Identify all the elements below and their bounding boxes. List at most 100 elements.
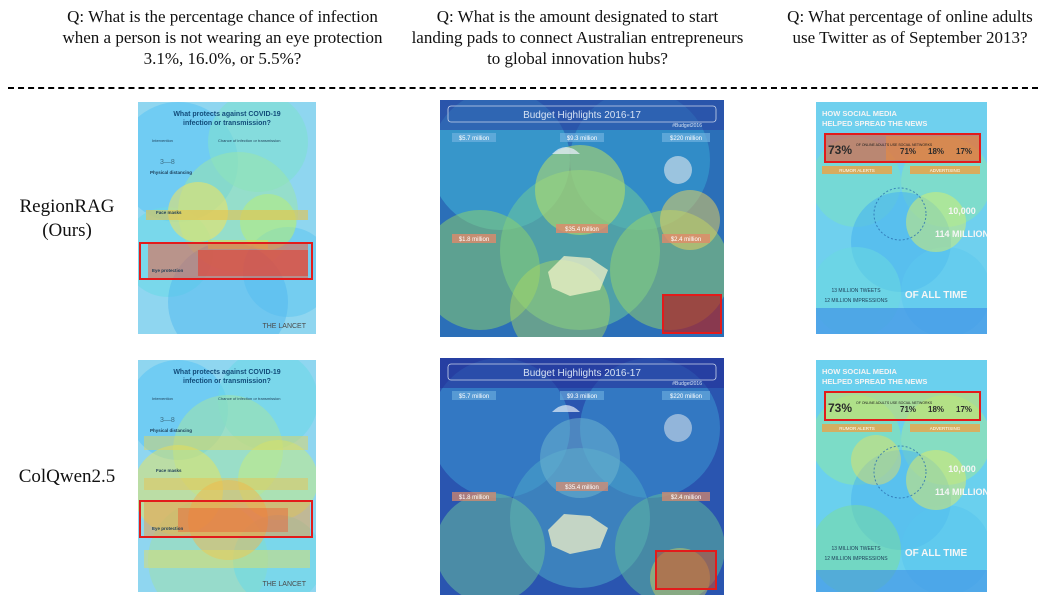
budget-amount-tag <box>662 133 710 142</box>
covid-title-line2: infection or transmission? <box>183 378 271 385</box>
social-section-right: ADVERTISING <box>930 168 961 173</box>
social-section-left: RUMOR ALERTS <box>839 426 874 431</box>
budget-amount-1: $5.7 million <box>459 136 489 142</box>
heatmap-hot-region <box>664 296 720 332</box>
social-section-tag <box>910 424 980 432</box>
budget-title-frame <box>447 105 717 123</box>
budget-title: Budget Highlights 2016-17 <box>523 110 641 121</box>
heatmap-covid-colqwen-svg: What protects against COVID-19 infection… <box>138 360 316 592</box>
heatmap-row-band <box>144 550 310 568</box>
heatmap-hot-region <box>656 552 716 588</box>
covid-row-masks: Face masks <box>156 468 182 473</box>
budget-amount-2: $9.3 million <box>567 394 597 400</box>
social-big-number: 10,000 <box>948 464 976 474</box>
budget-amount-tag <box>452 391 496 400</box>
social-impressions: 12 MILLION IMPRESSIONS <box>824 556 888 562</box>
row-label-regionrag: RegionRAG (Ours) <box>2 195 132 243</box>
social-all-time: OF ALL TIME <box>905 290 968 301</box>
heatmap-blob <box>906 450 966 510</box>
heatmap-covid-regionrag-svg: What protects against COVID-19 infection… <box>138 102 316 334</box>
heatmap-row-band <box>144 478 308 490</box>
highlight-box <box>662 294 722 334</box>
social-stat-b: 71% <box>900 147 916 156</box>
heatmap-blob <box>440 493 545 595</box>
social-stat-b: 71% <box>900 405 916 414</box>
heatmap-hot-core <box>198 250 308 276</box>
dash-dot-divider <box>8 87 1038 89</box>
social-stat-main-caption: OF ONLINE ADULTS USE SOCIAL NETWORKS <box>856 401 933 405</box>
budget-amount-1: $5.7 million <box>459 394 489 400</box>
question-2: Q: What is the amount designated to star… <box>411 7 744 68</box>
heatmap-hot-region <box>144 502 310 536</box>
question-3: Q: What percentage of online adults use … <box>787 7 1033 47</box>
budget-amount-tag <box>560 133 604 142</box>
covid-publisher: THE LANCET <box>262 581 306 588</box>
globe-icon <box>873 187 927 241</box>
covid-row-distancing: Physical distancing <box>150 428 192 433</box>
australia-map-icon <box>548 256 608 296</box>
heatmap-covid-regionrag: What protects against COVID-19 infection… <box>138 102 316 334</box>
question-1: Q: What is the percentage chance of infe… <box>62 7 383 68</box>
covid-distance-marker: 3—8 <box>160 159 175 166</box>
covid-col-intervention: Intervention <box>152 396 173 401</box>
highlight-box <box>139 242 313 280</box>
heatmap-blob <box>906 192 966 252</box>
social-title-line1: HOW SOCIAL MEDIA <box>822 367 897 376</box>
social-section-tag <box>910 166 980 174</box>
globe-icon <box>873 445 927 499</box>
budget-amount-tag <box>452 492 496 501</box>
budget-amount-tag <box>662 234 710 243</box>
social-tweets: 13 MILLION TWEETS <box>831 546 881 552</box>
budget-amount-6: $2.4 million <box>671 237 701 243</box>
highlight-box <box>139 500 313 538</box>
heatmap-budget-regionrag: Budget Highlights 2016-17 #Budget2016 $5… <box>440 100 724 337</box>
heatmap-social-colqwen: HOW SOCIAL MEDIA HELPED SPREAD THE NEWS … <box>816 360 987 592</box>
social-stat-d: 17% <box>956 147 972 156</box>
budget-amount-tag <box>556 482 608 491</box>
heatmap-budget-colqwen-svg: Budget Highlights 2016-17 #Budget2016 $5… <box>440 358 724 595</box>
heatmap-social-regionrag-svg: HOW SOCIAL MEDIA HELPED SPREAD THE NEWS … <box>816 102 987 334</box>
social-big-number: 10,000 <box>948 206 976 216</box>
social-stat-d: 17% <box>956 405 972 414</box>
budget-title: Budget Highlights 2016-17 <box>523 368 641 379</box>
covid-col-chance: Chance of infection or transmission <box>218 396 280 401</box>
budget-amount-3: $220 million <box>670 394 702 400</box>
budget-amount-4: $1.8 million <box>459 495 489 501</box>
social-stat-c: 18% <box>928 405 944 414</box>
covid-title-line1: What protects against COVID-19 <box>173 369 280 376</box>
social-title-line2: HELPED SPREAD THE NEWS <box>822 377 927 386</box>
budget-amount-tag <box>662 391 710 400</box>
budget-hashtag: #Budget2016 <box>672 381 702 387</box>
social-stat-c: 18% <box>928 147 944 156</box>
highlight-box <box>824 133 981 163</box>
social-stat-main: 73% <box>828 143 852 157</box>
social-title-line2: HELPED SPREAD THE NEWS <box>822 119 927 128</box>
heatmap-blob <box>240 194 296 250</box>
ball-icon <box>664 156 692 184</box>
heatmap-row-band <box>144 436 308 450</box>
budget-amount-tag <box>452 234 496 243</box>
budget-amount-tag <box>560 391 604 400</box>
heatmap-blob <box>851 435 901 485</box>
budget-amount-3: $220 million <box>670 136 702 142</box>
covid-row-distancing: Physical distancing <box>150 170 192 175</box>
covid-publisher: THE LANCET <box>262 323 306 330</box>
social-section-left: RUMOR ALERTS <box>839 168 874 173</box>
social-section-right: ADVERTISING <box>930 426 961 431</box>
heatmap-blob <box>535 145 625 235</box>
social-impressions: 12 MILLION IMPRESSIONS <box>824 298 888 304</box>
covid-col-chance: Chance of infection or transmission <box>218 138 280 143</box>
covid-col-intervention: Intervention <box>152 138 173 143</box>
social-section-tag <box>822 424 892 432</box>
covid-distance-marker: 3—8 <box>160 417 175 424</box>
row-label-colqwen: ColQwen2.5 <box>2 465 132 489</box>
budget-amount-4: $1.8 million <box>459 237 489 243</box>
social-stat-main: 73% <box>828 401 852 415</box>
budget-amount-tag <box>662 492 710 501</box>
budget-amount-6: $2.4 million <box>671 495 701 501</box>
social-stat-main-caption: OF ONLINE ADULTS USE SOCIAL NETWORKS <box>856 143 933 147</box>
highlight-box <box>655 550 717 590</box>
budget-amount-2: $9.3 million <box>567 136 597 142</box>
budget-hashtag: #Budget2016 <box>672 123 702 129</box>
budget-amount-5: $35.4 million <box>565 485 599 491</box>
